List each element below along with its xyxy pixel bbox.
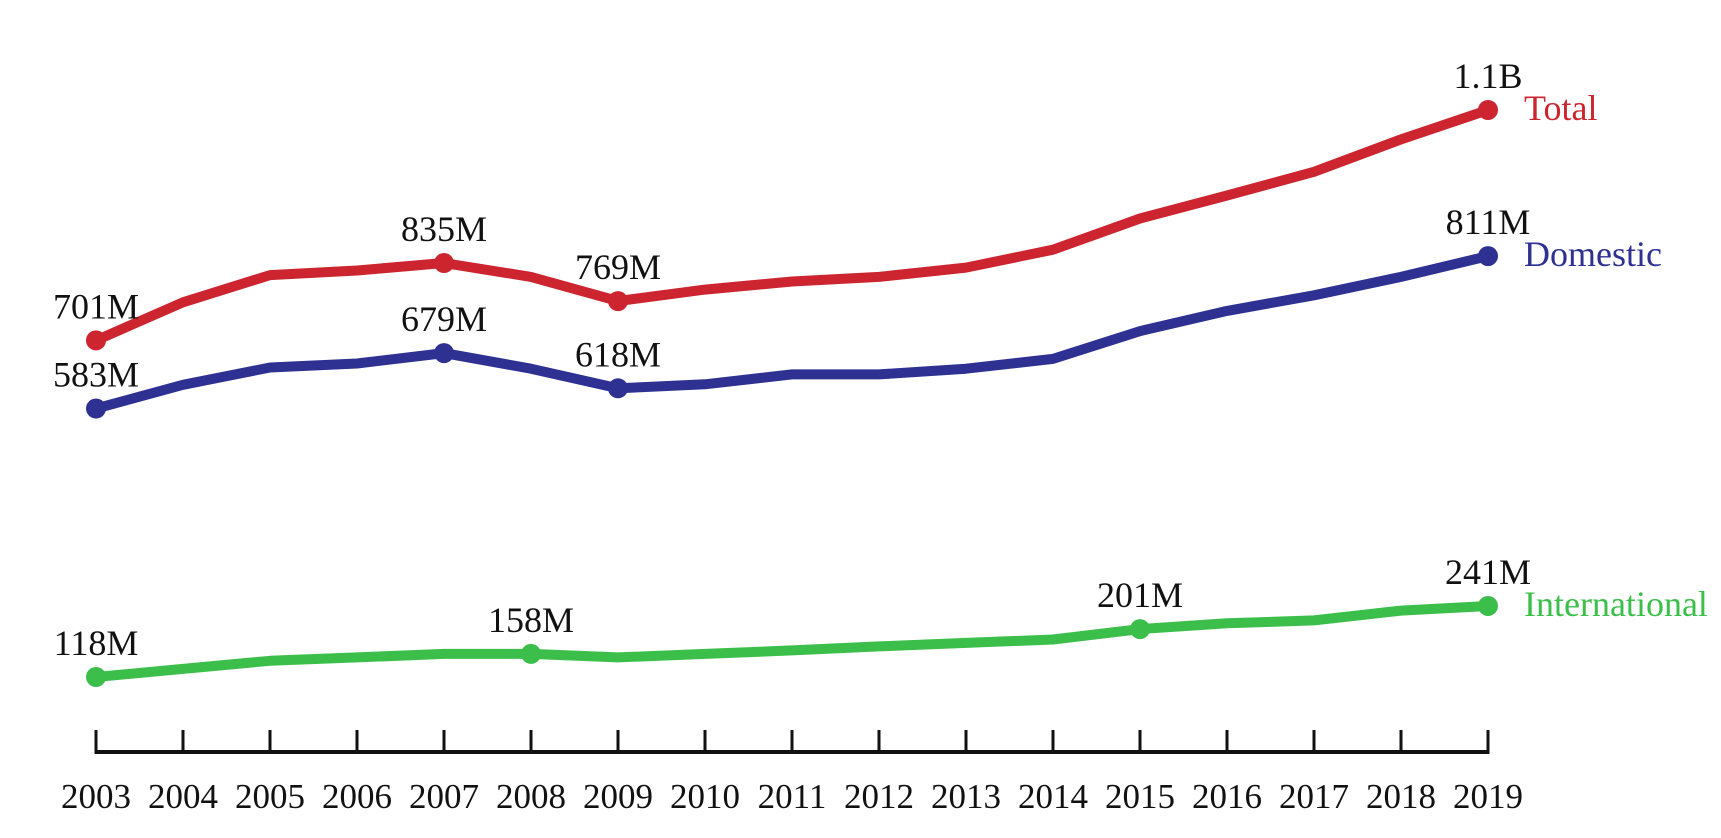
- domestic-value-label-2009: 618M: [575, 334, 661, 374]
- international-value-label-2015: 201M: [1097, 575, 1183, 615]
- domestic-value-label-2003: 583M: [53, 355, 139, 395]
- international-value-label-2008: 158M: [488, 600, 574, 640]
- total-value-label-2019: 1.1B: [1453, 56, 1522, 96]
- total-line: [91, 105, 1493, 346]
- x-tick-label-2017: 2017: [1279, 777, 1349, 816]
- x-tick-label-2015: 2015: [1105, 777, 1175, 816]
- domestic-marker-2009: [608, 378, 628, 399]
- domestic-marker-2019: [1478, 246, 1498, 267]
- x-tick-label-2007: 2007: [409, 777, 479, 816]
- x-axis: 2003 2004 2005 2006 2007 2008 2009 2010 2011 2012…: [61, 730, 1523, 816]
- total-value-label-2009: 769M: [575, 247, 661, 287]
- international-marker-2008: [521, 643, 541, 664]
- international-marker-2015: [1130, 619, 1150, 640]
- international-marker-2019: [1478, 595, 1498, 616]
- international-series-label: International: [1524, 584, 1708, 624]
- total-series-label: Total: [1524, 88, 1597, 128]
- x-tick-label-2018: 2018: [1366, 777, 1436, 816]
- x-tick-label-2009: 2009: [583, 777, 653, 816]
- x-tick-label-2008: 2008: [496, 777, 566, 816]
- x-tick-label-2012: 2012: [844, 777, 914, 816]
- x-tick-label-2004: 2004: [148, 777, 218, 816]
- x-tick-label-2003: 2003: [61, 777, 131, 816]
- series-group: [86, 100, 1498, 687]
- international-value-label-2019: 241M: [1445, 552, 1531, 592]
- total-marker-2019: [1478, 100, 1498, 120]
- total-value-label-2003: 701M: [53, 286, 139, 326]
- domestic-value-label-2007: 679M: [401, 299, 487, 339]
- domestic-marker-2007: [434, 343, 454, 364]
- x-tick-label-2019: 2019: [1453, 777, 1523, 816]
- total-value-label-2007: 835M: [401, 209, 487, 249]
- total-marker-2007: [434, 253, 454, 274]
- international-line: [91, 601, 1493, 682]
- x-tick-label-2005: 2005: [235, 777, 305, 816]
- domestic-series-label: Domestic: [1524, 234, 1662, 274]
- x-tick-label-2011: 2011: [758, 777, 827, 816]
- total-marker-2009: [608, 291, 628, 312]
- x-tick-label-2016: 2016: [1192, 777, 1262, 816]
- domestic-line: [91, 251, 1493, 414]
- international-value-label-2003: 118M: [54, 623, 139, 663]
- x-tick-label-2006: 2006: [322, 777, 392, 816]
- x-tick-label-2014: 2014: [1018, 777, 1088, 816]
- international-marker-2003: [86, 667, 106, 687]
- domestic-marker-2003: [86, 398, 106, 419]
- x-tick-label-2010: 2010: [670, 777, 740, 816]
- total-marker-2003: [86, 330, 106, 351]
- domestic-value-label-2019: 811M: [1446, 202, 1531, 242]
- x-tick-label-2013: 2013: [931, 777, 1001, 816]
